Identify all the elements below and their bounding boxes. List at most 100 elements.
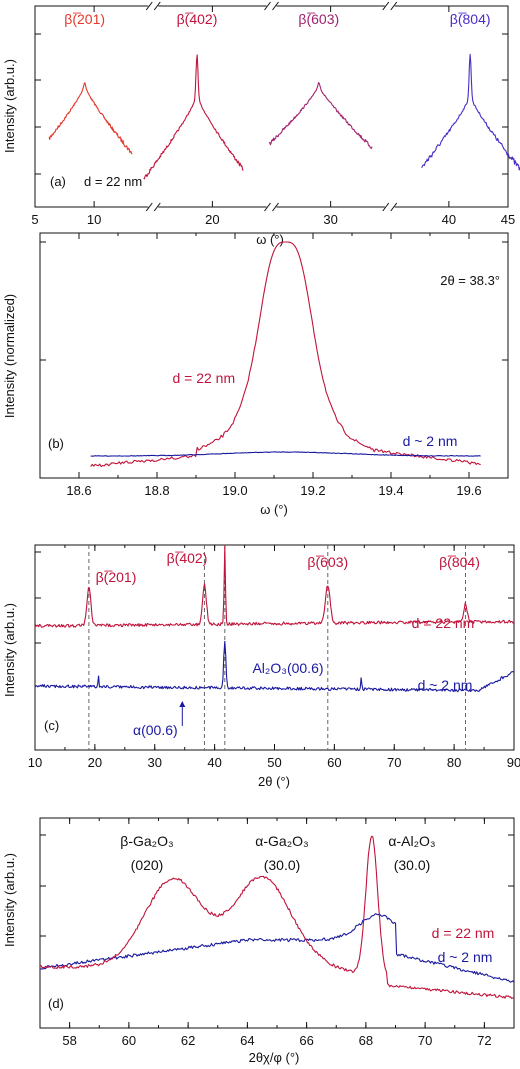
3-xtick-label: 66 [299, 1033, 313, 1048]
1-xtick-label: 18.6 [66, 483, 91, 498]
3-xtick-label: 72 [477, 1033, 491, 1048]
2-xtick-label: 30 [148, 755, 162, 770]
peak-curve [48, 82, 133, 155]
peak-label: β(̅804) [450, 11, 491, 27]
axis-break-mark [153, 1, 161, 11]
series-line-22nm [39, 835, 515, 999]
axis-break-mark [145, 1, 153, 11]
axis-break-gap [148, 204, 159, 210]
panel-b: 18.6 18.8 19.0 19.2 19.4 19.6 Intensity (norma… [2, 232, 509, 517]
1-xtick-label: 19.6 [456, 483, 481, 498]
2-xtick-label: 20 [88, 755, 102, 770]
x-axis-label: 2θχ/φ (°) [249, 1050, 300, 1065]
series-line [90, 451, 481, 457]
x-axis-label: ω (°) [260, 502, 288, 517]
2-xtick-label: 80 [447, 755, 461, 770]
x-axis-label: ω (°) [256, 232, 284, 247]
xtick-label: 40 [442, 212, 456, 227]
alpha-label: α(00.6) [133, 722, 178, 738]
panel-label: (d) [48, 996, 64, 1011]
xtick-label: 5 [31, 212, 38, 227]
1-xtick-label: 18.8 [144, 483, 169, 498]
axis-break-mark [382, 1, 390, 11]
series-label-2nm: d ~ 2 nm [438, 949, 493, 965]
2-xtick-label: 70 [387, 755, 401, 770]
axis-break-gap [266, 3, 277, 9]
series-label-22nm: d = 22 nm [172, 370, 235, 386]
series-line-2nm [34, 640, 515, 693]
2-xtick-label: 60 [327, 755, 341, 770]
2-xtick-label: 10 [28, 755, 42, 770]
y-axis-label: Intensity (normalized) [2, 294, 17, 418]
peak-label: β(̅201) [96, 569, 137, 585]
series-label-2nm: d ~ 2 nm [403, 433, 458, 449]
xtick-label: 20 [205, 212, 219, 227]
axis-break-gap [384, 204, 395, 210]
panel-d-frame [39, 817, 515, 1029]
peak-label: β(̅201) [64, 11, 105, 27]
peak-label: β(̅603) [307, 554, 348, 570]
panel-c: 10 20 30 40 50 60 70 80 90 Intensity (arb.u.) 2θ (… [2, 544, 520, 789]
3-xtick-label: 70 [418, 1033, 432, 1048]
3-xtick-label: 68 [359, 1033, 373, 1048]
peak-label: β(̅402) [167, 550, 208, 566]
two-theta-note: 2θ = 38.3° [440, 273, 500, 288]
peak-label-line1: α-Al₂O₃ [388, 833, 435, 849]
peak-label-line2: (30.0) [394, 857, 431, 873]
series-label-22nm: d = 22 nm [412, 615, 475, 631]
peak-label-line1: α-Ga₂O₃ [255, 833, 308, 849]
axis-break-mark [272, 202, 279, 212]
thickness-note: d = 22 nm [84, 174, 142, 189]
panel-d: 58 60 62 64 66 68 70 72 Intensity (arb.u.) 2θχ/φ … [2, 817, 515, 1065]
2-xtick-label: 40 [207, 755, 221, 770]
2-xtick-label: 90 [507, 755, 520, 770]
peak-label-line1: β-Ga₂O₃ [120, 833, 173, 849]
xtick-label: 30 [323, 212, 337, 227]
peak-label: β(̅603) [298, 11, 339, 27]
peak-curve [421, 53, 520, 171]
panel-a: 5 10 20 30 40 45 Intensity (arb.u.) ω (°) (a) d =… [2, 1, 520, 247]
3-xtick-label: 60 [122, 1033, 136, 1048]
y-axis-label: Intensity (arb.u.) [2, 853, 17, 947]
series-label-2nm: d ~ 2 nm [418, 677, 473, 693]
peak-curve [268, 81, 373, 149]
3-xtick-label: 62 [181, 1033, 195, 1048]
panel-label: (a) [50, 174, 66, 189]
y-axis-label: Intensity (arb.u.) [2, 603, 17, 697]
peak-label: β(̅402) [177, 11, 218, 27]
axis-break-mark [390, 202, 398, 212]
axis-break-mark [145, 202, 153, 212]
alpha-arrow-head [179, 701, 186, 707]
series-label-22nm: d = 22 nm [432, 925, 495, 941]
axis-break-mark [390, 1, 398, 11]
peak-curve [143, 54, 244, 180]
panel-label: (b) [48, 436, 64, 451]
y-axis-label: Intensity (arb.u.) [2, 59, 17, 153]
peak-label: β(̅804) [439, 554, 480, 570]
1-xtick-label: 19.2 [300, 483, 325, 498]
axis-break-mark [264, 1, 271, 11]
panel-label: (c) [44, 718, 59, 733]
peak-label-line2: (30.0) [264, 857, 301, 873]
axis-break-mark [382, 202, 390, 212]
series-line-2nm [39, 913, 515, 983]
3-xtick-label: 58 [62, 1033, 76, 1048]
substrate-label: Al₂O₃(00.6) [252, 660, 323, 676]
axis-break-gap [266, 204, 277, 210]
series-line-22nm [34, 545, 515, 628]
1-xtick-label: 19.4 [378, 483, 403, 498]
2-xtick-label: 50 [267, 755, 281, 770]
3-xtick-label: 64 [240, 1033, 254, 1048]
series-line [90, 241, 481, 468]
x-axis-label: 2θ (°) [258, 774, 290, 789]
1-xtick-label: 19.0 [222, 483, 247, 498]
axis-break-gap [384, 3, 395, 9]
axis-break-mark [153, 202, 161, 212]
axis-break-mark [272, 1, 279, 11]
xtick-label: 10 [87, 212, 101, 227]
xtick-label: 45 [501, 212, 515, 227]
axis-break-gap [148, 3, 159, 9]
axis-break-mark [264, 202, 271, 212]
peak-label-line2: (020) [131, 857, 164, 873]
